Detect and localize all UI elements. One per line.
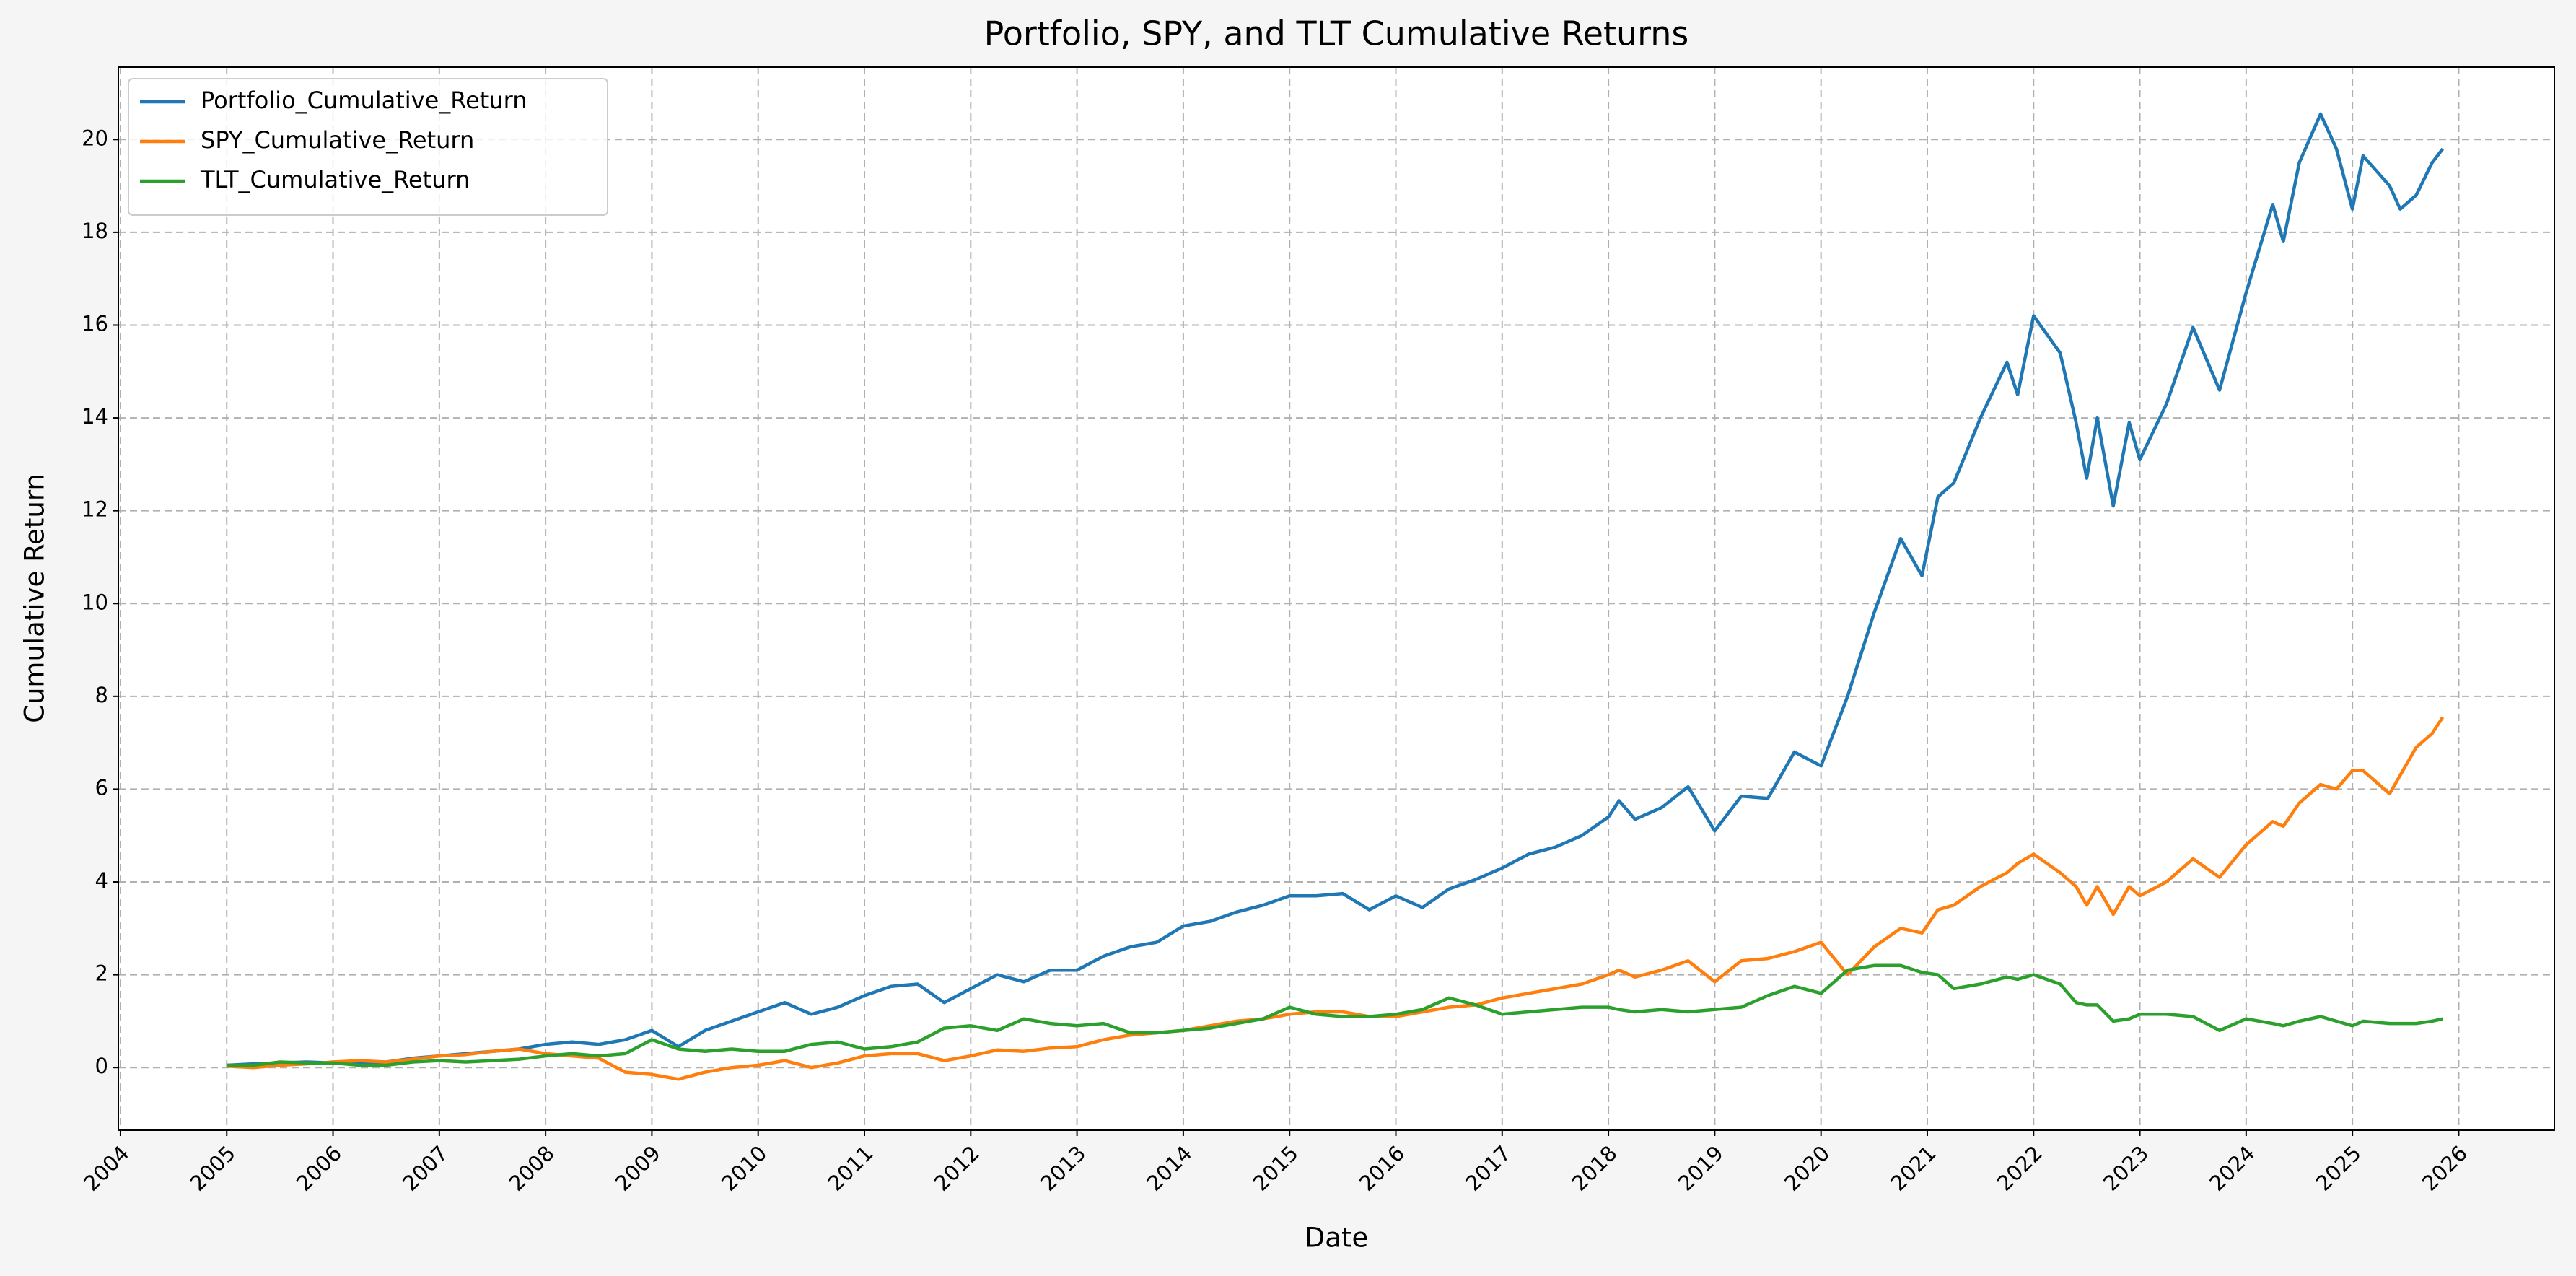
y-tick-label: 20 (82, 126, 108, 150)
y-tick-label: 16 (82, 311, 108, 336)
series-line (227, 112, 2445, 1067)
legend-label: SPY_Cumulative_Return (201, 126, 474, 154)
y-tick-label: 6 (95, 775, 108, 800)
y-tick-label: 14 (82, 404, 108, 429)
y-axis-label: Cumulative Return (19, 473, 51, 723)
y-tick-label: 4 (95, 868, 108, 893)
y-tick-label: 8 (95, 683, 108, 707)
plot-area (118, 67, 2554, 1130)
y-tick-label: 10 (82, 590, 108, 614)
legend-label: TLT_Cumulative_Return (200, 166, 470, 193)
y-tick-label: 18 (82, 219, 108, 243)
legend-box (128, 78, 608, 216)
axes-frame (118, 66, 2555, 1131)
series-line (227, 963, 2443, 1067)
y-tick-label: 2 (95, 961, 108, 986)
legend-label: Portfolio_Cumulative_Return (201, 87, 527, 114)
x-axis-label: Date (1305, 1223, 1368, 1254)
y-tick-label: 0 (95, 1054, 108, 1078)
chart-title: Portfolio, SPY, and TLT Cumulative Retur… (984, 14, 1689, 53)
y-tick-label: 12 (82, 497, 108, 522)
